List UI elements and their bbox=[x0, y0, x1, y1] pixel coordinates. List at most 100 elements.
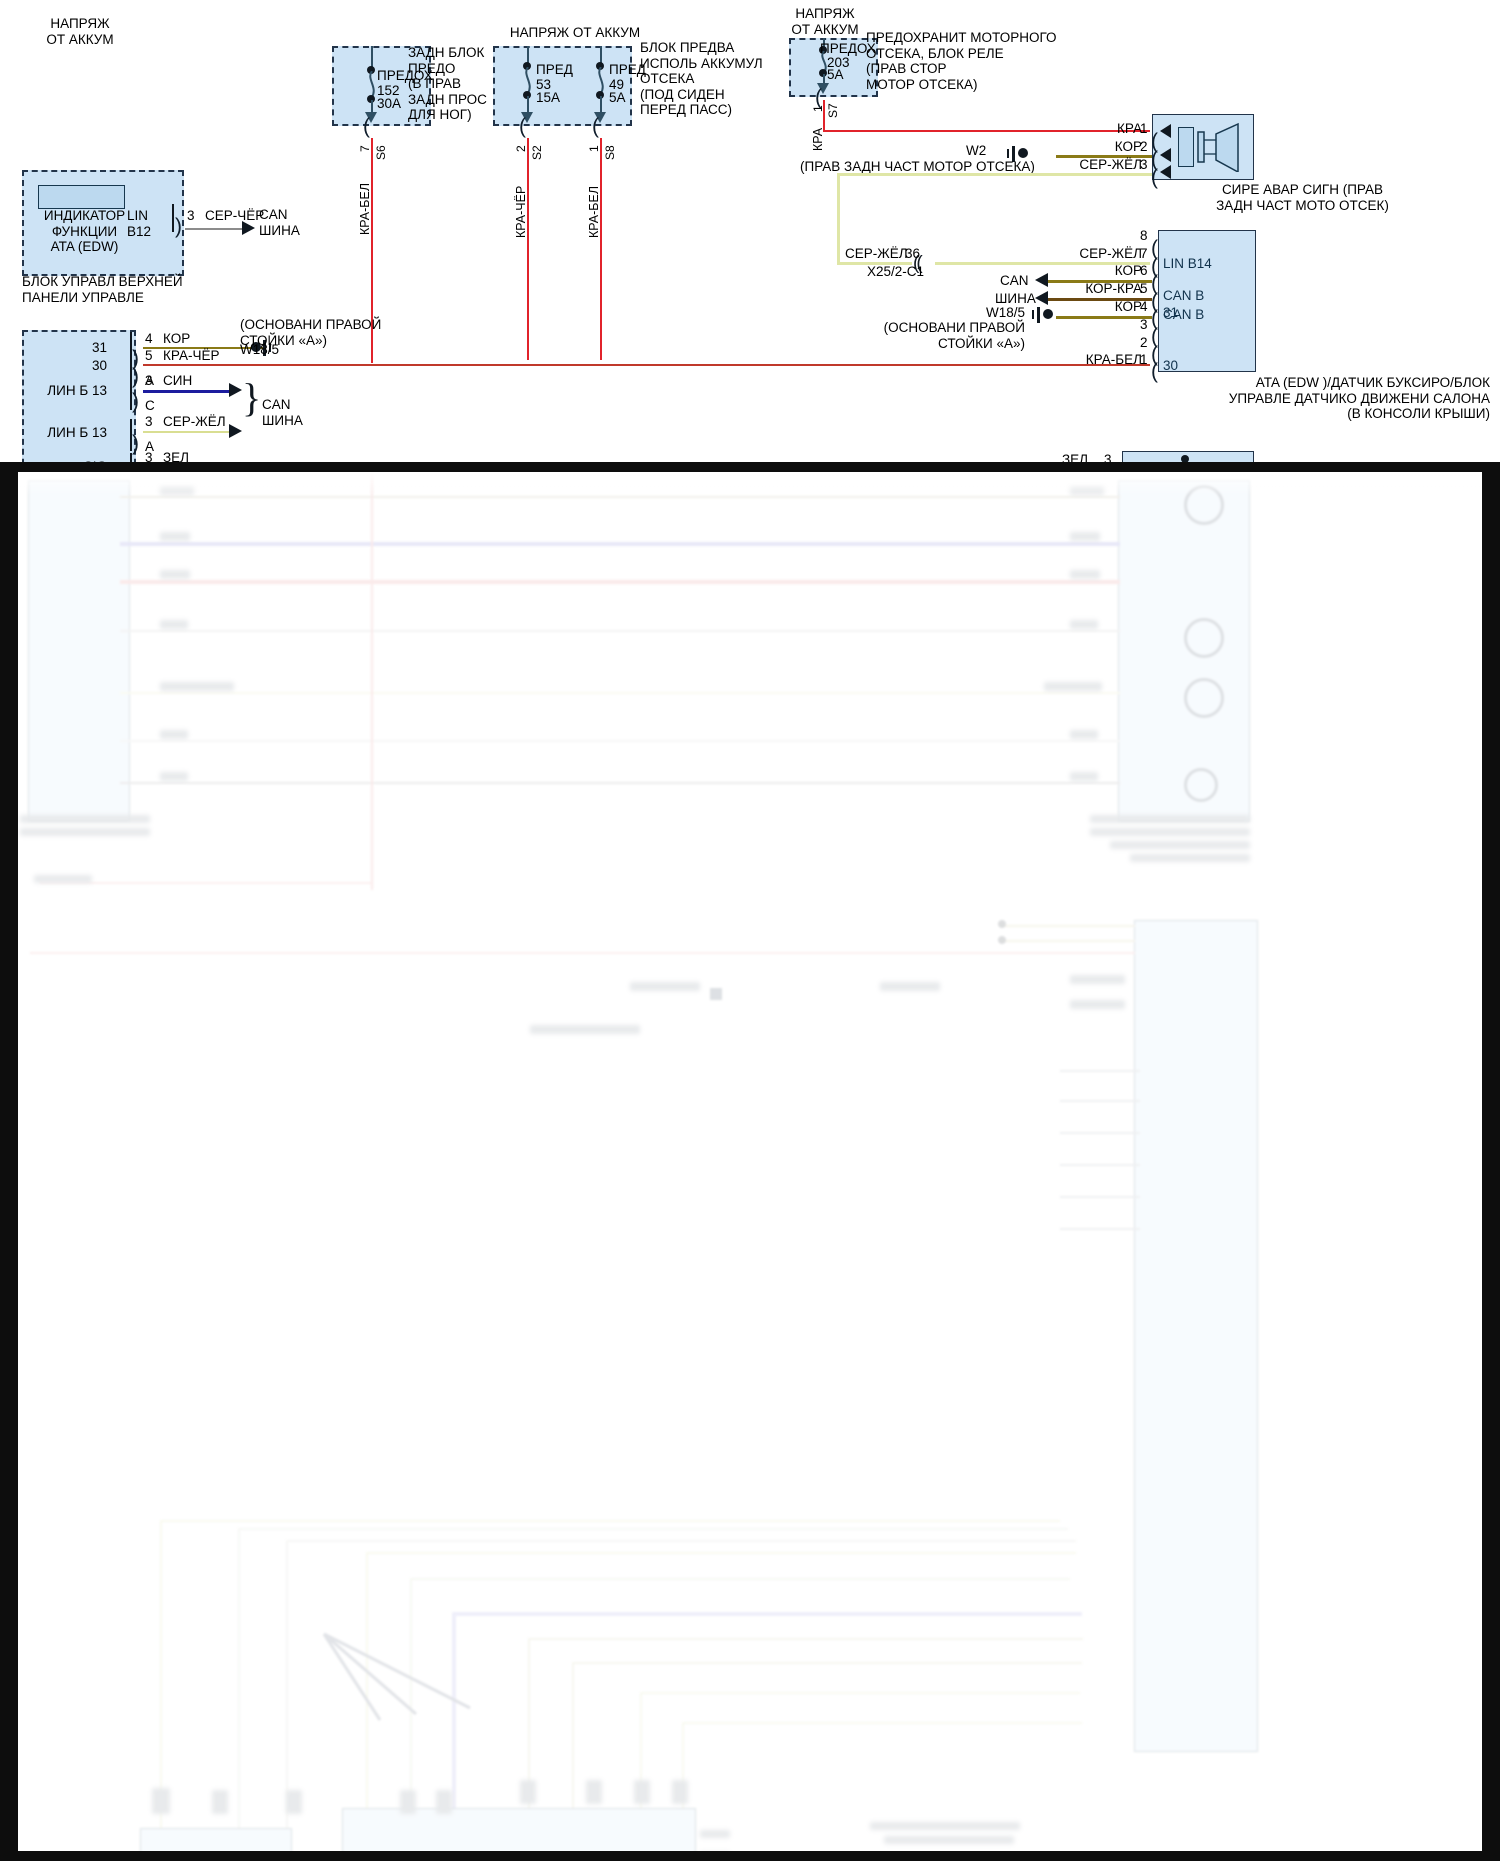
faded-terminal-3 bbox=[286, 1790, 302, 1814]
terminal-divider-30 bbox=[130, 352, 132, 384]
wire-label-zel-left: ЗЕЛ bbox=[163, 450, 190, 465]
fuse-block-caption-s7: ПРЕДОХРАНИТ МОТОРНОГО ОТСЕКА, БЛОК РЕЛЕ … bbox=[866, 30, 1057, 92]
connector-id-s7: S7 bbox=[826, 103, 840, 118]
wire-label-kra-bel-ata: КРА-БЕЛ bbox=[1085, 352, 1142, 367]
faded-bundle-3 bbox=[286, 1540, 288, 1861]
faded-bundle-8h bbox=[572, 1662, 1082, 1664]
terminal-can-b-5: CAN B bbox=[1163, 307, 1205, 322]
faded-bundle-7 bbox=[528, 1638, 530, 1861]
fuse-node-s6-top bbox=[367, 66, 375, 74]
faded-label-b1 bbox=[630, 982, 700, 991]
faded-bundle-5h bbox=[410, 1578, 1070, 1580]
module-overhead-console-inner-label: ИНДИКАТОР ФУНКЦИИ ATA (EDW) bbox=[43, 208, 126, 254]
fuse-feed-s8 bbox=[600, 46, 602, 65]
wire-kor-to-siren bbox=[1056, 155, 1152, 158]
faded-wire-4 bbox=[120, 630, 1120, 632]
arrow-siren-3 bbox=[1160, 165, 1171, 179]
fuse-out-s7 bbox=[823, 74, 825, 84]
faded-bundle-2h bbox=[238, 1528, 1068, 1530]
faded-label-3 bbox=[160, 570, 190, 579]
module-ata-edw-caption: ATA (EDW )/ДАТЧИК БУКСИРО/БЛОК УПРАВЛЕ Д… bbox=[1228, 375, 1490, 421]
wire-can-b-6 bbox=[1048, 280, 1152, 283]
pin-label-7-ata: 7 bbox=[1140, 246, 1148, 261]
fuse-block-s2s8 bbox=[493, 46, 632, 126]
pin-label-6-ata: 6 bbox=[1140, 263, 1148, 278]
terminal-lin-b12: LIN B12 bbox=[127, 208, 152, 239]
terminal-lin-b13-2: ЛИН Б 13 bbox=[47, 425, 107, 440]
connector-bracket-ata-8: ( bbox=[1151, 237, 1158, 260]
connector-bracket-b12: ) bbox=[175, 215, 182, 238]
wire-label-kor-siren: КОР bbox=[1114, 139, 1142, 154]
connector-break-number: 36 bbox=[905, 246, 921, 261]
wire-label-ser-zhel-siren: СЕР-ЖЁЛ bbox=[1079, 157, 1142, 172]
faded-right-module-a bbox=[1118, 480, 1250, 822]
fuse-arrow-s2 bbox=[521, 112, 533, 123]
faded-right-row-5 bbox=[1060, 1196, 1140, 1198]
faded-wire-b3 bbox=[1000, 940, 1135, 942]
fuse-feed-s7 bbox=[823, 38, 825, 48]
terminal-divider-b13-1 bbox=[130, 378, 132, 410]
connector-id-s8: S8 bbox=[603, 145, 617, 160]
bus-label-can-1: CAN ШИНА bbox=[259, 207, 300, 238]
can-bus-brace: } bbox=[242, 375, 262, 420]
faded-label-6 bbox=[160, 730, 188, 739]
faded-right-row-3 bbox=[1060, 1132, 1140, 1134]
terminal-can-b-6: CAN B bbox=[1163, 288, 1205, 303]
faded-node-b1 bbox=[710, 988, 722, 1000]
wire-s8-vertical bbox=[600, 138, 602, 360]
faded-bundle-9 bbox=[640, 1692, 642, 1861]
terminal-lin-b13-1: ЛИН Б 13 bbox=[47, 383, 107, 398]
faded-wire-5 bbox=[120, 692, 1120, 694]
fuse-node-s7-top bbox=[819, 46, 827, 54]
faded-right-row-4 bbox=[1060, 1164, 1140, 1166]
connector-bracket-s8: ) bbox=[592, 117, 599, 140]
faded-bundle-6h bbox=[452, 1612, 1082, 1616]
wire-label-s8: КРА-БЕЛ bbox=[587, 185, 601, 238]
lower-faded-diagram-content bbox=[0, 470, 1500, 1861]
faded-label-b5 bbox=[1070, 1000, 1125, 1009]
fuse-node-s2-top bbox=[523, 62, 531, 70]
connector-bracket-ata-5: ( bbox=[1151, 290, 1158, 313]
faded-terminal-9 bbox=[672, 1780, 688, 1804]
arrow-can-bus-3 bbox=[229, 424, 242, 438]
bus-label-can-2: CAN ШИНА bbox=[262, 397, 303, 428]
arrow-can-bus-2 bbox=[229, 383, 242, 397]
faded-wire-2 bbox=[120, 542, 1120, 546]
terminal-divider-b13-2 bbox=[130, 419, 132, 451]
wire-can-b-5 bbox=[1048, 298, 1152, 301]
pin-label-3-right-bottom: 3 bbox=[1104, 452, 1112, 467]
supply-label-s6: НАПРЯЖ ОТ АККУМ bbox=[46, 16, 114, 47]
wire-ser-zhel-siren-h bbox=[837, 173, 1152, 176]
faded-bundle-8 bbox=[572, 1662, 574, 1861]
connector-bracket-s2: ) bbox=[519, 117, 526, 140]
splice-label-w2: W2 bbox=[966, 143, 987, 158]
connector-bracket-siren-3: ( bbox=[1151, 166, 1158, 189]
fuse-out-s8 bbox=[600, 96, 602, 114]
wire-kra-cher-long bbox=[143, 364, 1150, 366]
frame-left bbox=[0, 462, 18, 1861]
fuse-name-s6: ПРЕДОХ bbox=[377, 68, 433, 83]
wire-s6-vertical bbox=[371, 138, 373, 363]
terminal-31-left: 31 bbox=[91, 340, 107, 355]
connector-bracket-ata-4: ( bbox=[1151, 307, 1158, 330]
wire-s7-to-siren bbox=[823, 130, 1150, 132]
wire-label-kra-cher-left: КРА-ЧЁР bbox=[163, 348, 220, 363]
connector-bracket-ata-6: ( bbox=[1151, 272, 1158, 295]
fuse-rating-s7: 5A bbox=[827, 67, 844, 82]
fuse-symbol-s6 bbox=[369, 71, 375, 98]
connector-id-s2: S2 bbox=[530, 145, 544, 160]
faded-wire-3 bbox=[120, 580, 1120, 584]
wire-ser-zhel-break-left bbox=[837, 262, 912, 265]
arrow-siren-1 bbox=[1160, 124, 1171, 138]
fuse-node-s2-bot bbox=[523, 91, 531, 99]
siren-horn-icon bbox=[1197, 122, 1239, 172]
terminal-30-left: 30 bbox=[91, 358, 107, 373]
fade-edge-gradient bbox=[0, 470, 1500, 496]
pin-label-s8: 1 bbox=[587, 145, 601, 152]
connector-break-x25: (( bbox=[913, 253, 923, 274]
supply-label-s7: НАПРЯЖ ОТ АККУМ bbox=[791, 6, 859, 37]
connector-bracket-b13-1: ) bbox=[132, 390, 139, 413]
wire-label-kra-siren: КРА bbox=[1117, 121, 1142, 136]
wire-label-kor-ata-4: КОР bbox=[1114, 299, 1142, 314]
